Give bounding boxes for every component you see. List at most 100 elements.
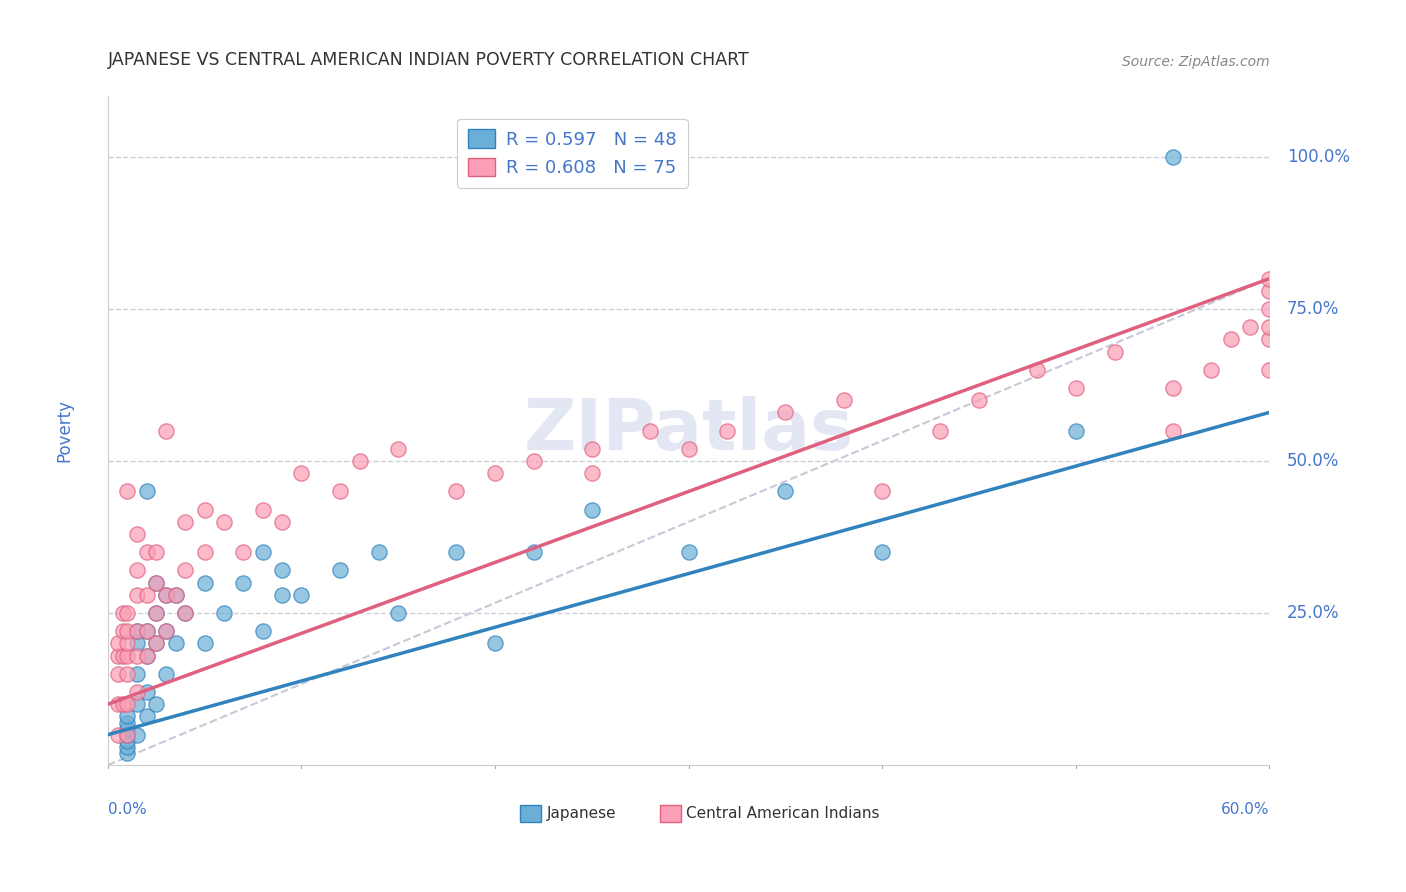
Point [135,709,157,723]
Point [155,588,177,602]
Point [484,636,506,650]
Point [1026,363,1049,377]
Point [107,666,129,681]
Point [125,648,148,663]
Point [115,715,138,730]
Point [115,728,138,742]
Point [232,575,254,590]
Point [145,636,167,650]
Point [125,666,148,681]
Point [125,698,148,712]
Text: Source: ZipAtlas.com: Source: ZipAtlas.com [1122,55,1270,70]
Point [1239,320,1261,334]
Point [349,454,371,468]
Point [135,648,157,663]
Text: JAPANESE VS CENTRAL AMERICAN INDIAN POVERTY CORRELATION CHART: JAPANESE VS CENTRAL AMERICAN INDIAN POVE… [108,52,749,70]
Point [872,484,894,499]
Text: Poverty: Poverty [55,399,73,462]
Point [125,636,148,650]
Point [135,624,157,639]
Point [446,545,468,559]
Text: 75.0%: 75.0% [1286,300,1340,318]
Point [329,564,352,578]
Point [115,739,138,754]
Point [271,515,294,529]
Point [115,636,138,650]
Point [115,484,138,499]
Point [174,606,197,620]
Text: 0.0%: 0.0% [108,802,146,817]
Point [1258,284,1281,298]
Point [967,393,990,408]
Point [125,728,148,742]
Point [212,606,235,620]
Point [1258,333,1281,347]
Point [135,588,157,602]
Point [581,466,603,480]
Point [387,606,409,620]
Point [145,698,167,712]
Point [115,709,138,723]
Point [1161,150,1184,164]
Point [638,424,661,438]
Point [174,564,197,578]
Point [329,484,352,499]
Point [165,636,187,650]
Point [872,545,894,559]
Point [581,502,603,516]
Point [581,442,603,456]
Point [290,466,312,480]
Point [115,722,138,736]
Point [145,545,167,559]
Point [112,606,135,620]
Text: 50.0%: 50.0% [1286,452,1340,470]
Point [1258,301,1281,316]
Point [135,648,157,663]
Point [212,515,235,529]
Point [115,746,138,760]
Point [145,575,167,590]
Point [174,515,197,529]
Point [112,624,135,639]
Point [155,624,177,639]
Point [194,502,217,516]
Point [145,606,167,620]
Point [145,636,167,650]
Point [194,636,217,650]
Point [194,575,217,590]
Point [165,588,187,602]
Point [775,484,797,499]
Text: Central American Indians: Central American Indians [686,805,880,821]
Point [1064,424,1087,438]
Point [112,698,135,712]
Point [1104,344,1126,359]
Point [232,545,254,559]
Point [271,588,294,602]
Point [484,466,506,480]
Point [115,666,138,681]
Point [107,698,129,712]
Point [165,588,187,602]
Point [107,636,129,650]
Point [252,624,274,639]
Point [929,424,952,438]
Point [1258,363,1281,377]
Point [1258,271,1281,285]
Point [125,685,148,699]
Point [125,527,148,541]
Point [523,454,546,468]
Point [252,545,274,559]
Point [1258,320,1281,334]
Point [135,685,157,699]
Point [716,424,738,438]
Point [125,624,148,639]
Point [135,624,157,639]
Point [446,484,468,499]
Point [832,393,855,408]
Point [1161,381,1184,395]
Point [367,545,389,559]
Point [775,405,797,419]
Point [115,648,138,663]
Point [271,564,294,578]
Point [125,588,148,602]
